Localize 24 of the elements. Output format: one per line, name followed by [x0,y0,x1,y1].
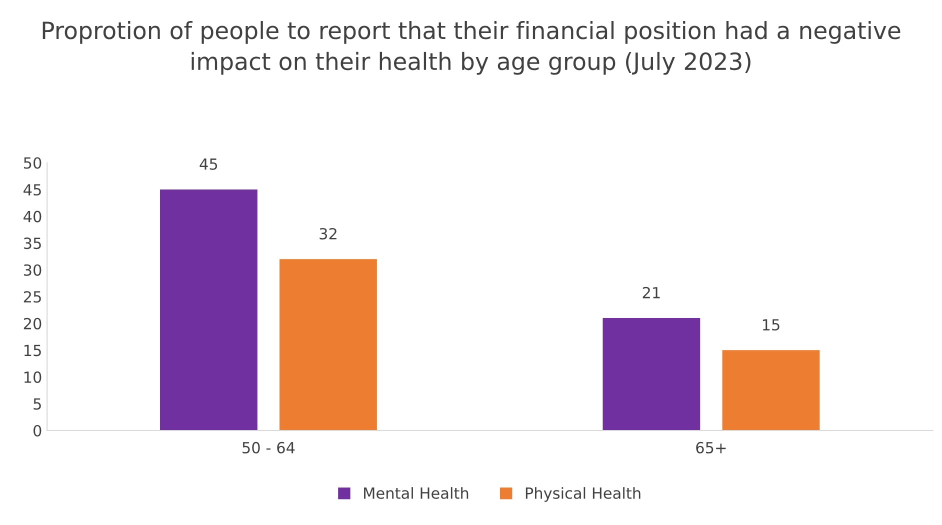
y-tick-label: 50 [24,157,42,169]
bar [722,350,820,430]
data-label: 32 [320,228,336,240]
data-label: 21 [642,286,660,298]
bar [602,318,700,430]
y-tick-label: 35 [24,238,41,250]
chart-title: Proprotion of people to report that their financial position had a negative impact on their health by age group (July 2023) [42,21,900,75]
y-tick-label: 5 [34,398,41,410]
x-tick-label: 50 - 64 [242,442,295,454]
data-label: 45 [200,158,218,170]
y-tick-label: 0 [34,424,42,437]
data-label: 15 [762,319,780,331]
x-tick-label: 65+ [696,442,726,454]
y-tick-label: 15 [24,344,41,356]
y-tick-label: 10 [24,371,42,383]
bar [160,190,258,430]
y-tick-label: 30 [24,264,42,276]
bar [280,259,377,430]
legend-label: Physical Health [526,487,640,502]
y-tick-label: 45 [24,184,41,196]
y-tick-label: 25 [24,291,41,303]
legend-label: Mental Health [364,487,468,499]
y-tick-label: 20 [24,318,42,330]
y-tick-label: 40 [24,210,42,222]
